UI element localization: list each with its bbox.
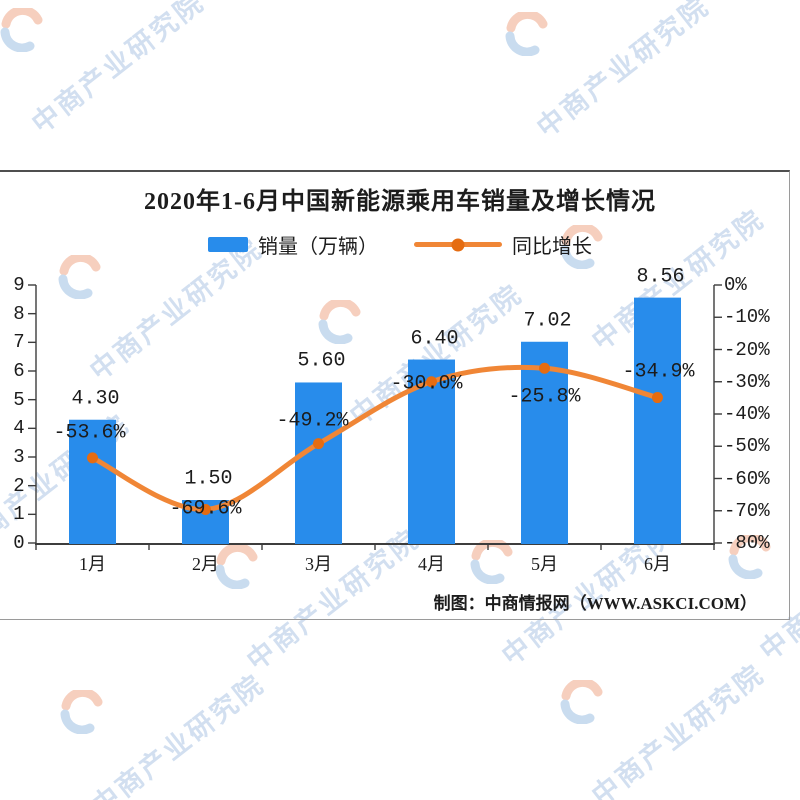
brand-logo-icon [58,255,101,299]
watermark-tile: 中商产业研究院 [560,658,800,800]
line-marker-icon [426,376,437,388]
watermark-tile: 中商产业研究院 [728,513,800,695]
watermark-tile: 中商产业研究院 [560,203,800,385]
brand-logo-icon [505,12,548,56]
watermark-tile: 中商产业研究院 [58,233,308,415]
legend-line-label: 同比增长 [512,236,592,258]
line-marker-icon [87,452,98,464]
watermark-tile: 中商产业研究院 [470,518,720,700]
brand-logo-icon [560,680,603,724]
growth-line [90,364,660,512]
watermark-tile: 中商产业研究院 [318,278,568,460]
legend-bar-swatch [208,237,248,252]
line-marker-icon [200,503,211,515]
watermark-tile: 中商产业研究院 [505,0,755,172]
chart-card [0,170,790,620]
legend-line-swatch [414,238,502,251]
bar [634,297,681,544]
watermark-tile: 中商产业研究院 [0,0,250,168]
line-marker-icon [313,438,324,450]
bar [69,419,116,544]
brand-logo-icon [215,545,258,589]
legend-bar-label: 销量（万辆） [258,236,378,258]
watermark-tile: 中商产业研究院 [60,668,310,800]
brand-logo-icon [728,535,771,579]
chart-credit: 制图：中商情报网（WWW.ASKCI.COM） [433,594,757,613]
line-marker-icon [539,362,550,374]
chart-title: 2020年1-6月中国新能源乘用车销量及增长情况 [144,189,656,215]
line-marker-icon [652,392,663,404]
brand-logo-icon [470,540,513,584]
watermark-tile: 中商产业研究院 [215,523,465,705]
brand-logo-icon [60,690,103,734]
bar [295,382,342,544]
legend-line-dot-icon [451,238,465,251]
brand-logo-icon [0,8,43,52]
brand-logo-icon [318,300,361,344]
brand-logo-icon [560,225,603,269]
chart-legend: 销量（万辆） 同比增长 [0,230,800,259]
bar [521,341,568,544]
